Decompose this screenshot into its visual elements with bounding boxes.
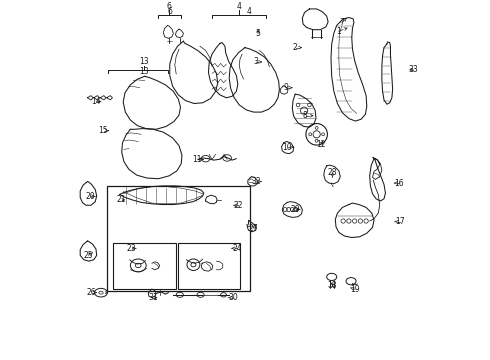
Text: 12: 12 bbox=[316, 140, 326, 149]
Text: 28: 28 bbox=[328, 168, 337, 177]
Text: 9: 9 bbox=[284, 83, 289, 92]
Text: 29: 29 bbox=[291, 205, 300, 214]
Text: 27: 27 bbox=[248, 224, 258, 233]
Text: 31: 31 bbox=[148, 293, 158, 302]
Text: 22: 22 bbox=[234, 201, 244, 210]
Text: 7: 7 bbox=[339, 18, 344, 27]
Text: 5: 5 bbox=[255, 29, 260, 38]
Text: 6: 6 bbox=[167, 7, 172, 16]
Text: 14: 14 bbox=[92, 97, 101, 106]
Text: 32: 32 bbox=[252, 177, 261, 186]
Text: 3: 3 bbox=[253, 58, 258, 67]
Text: 13: 13 bbox=[139, 67, 149, 76]
Text: 4: 4 bbox=[246, 7, 251, 16]
Text: 16: 16 bbox=[394, 179, 404, 188]
Text: 19: 19 bbox=[350, 285, 360, 294]
Text: 10: 10 bbox=[282, 143, 292, 152]
Text: 13: 13 bbox=[139, 57, 149, 66]
Text: 2: 2 bbox=[293, 43, 297, 52]
Bar bbox=[178, 243, 240, 289]
Bar bbox=[107, 185, 250, 291]
Text: 21: 21 bbox=[117, 195, 126, 204]
Text: 30: 30 bbox=[229, 293, 239, 302]
Text: 6: 6 bbox=[167, 2, 172, 11]
Text: 26: 26 bbox=[87, 288, 97, 297]
Text: 17: 17 bbox=[395, 217, 405, 226]
Text: 23: 23 bbox=[126, 244, 136, 253]
Bar bbox=[113, 243, 176, 289]
Text: 25: 25 bbox=[83, 251, 93, 260]
Text: 4: 4 bbox=[237, 2, 242, 11]
Text: 15: 15 bbox=[98, 126, 108, 135]
Text: 8: 8 bbox=[303, 111, 308, 120]
Text: 24: 24 bbox=[232, 244, 242, 253]
Text: 18: 18 bbox=[327, 282, 337, 291]
Text: 33: 33 bbox=[409, 65, 418, 74]
Text: 1: 1 bbox=[336, 27, 341, 36]
Text: 11: 11 bbox=[193, 155, 202, 164]
Text: 20: 20 bbox=[85, 192, 95, 201]
